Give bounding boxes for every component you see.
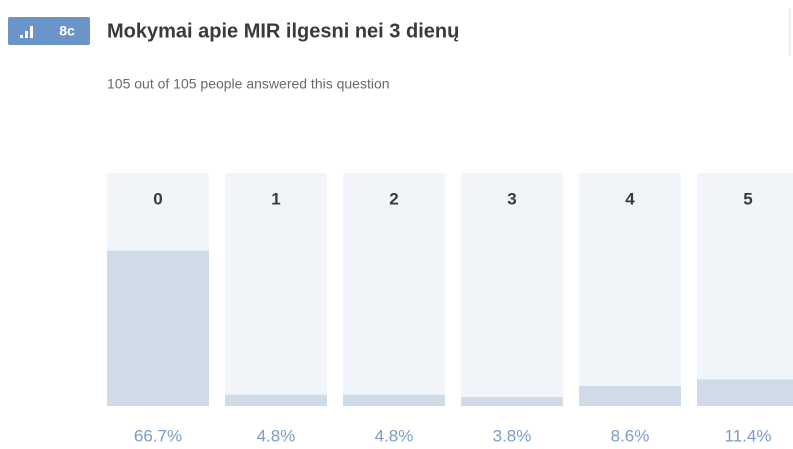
question-title: Mokymai apie MIR ilgesni nei 3 dienų [107,20,459,42]
bar-background [697,173,793,406]
bar [343,394,445,406]
category-label: 0 [153,189,162,208]
bar [697,379,793,406]
answer-count: 105 out of 105 people answered this ques… [107,76,390,92]
value-label: 4.8% [375,426,414,444]
bar [579,385,681,406]
bar-background [225,173,327,406]
bar [225,394,327,406]
bar [107,250,209,406]
category-label: 4 [625,189,635,208]
category-label: 5 [743,189,752,208]
badge-icon [25,31,28,38]
value-label: 3.8% [493,426,532,444]
badge-icon [20,35,23,38]
badge-icon [30,26,33,38]
value-label: 8.6% [611,426,650,444]
bar-background [343,173,445,406]
category-label: 1 [271,189,280,208]
category-label: 2 [389,189,398,208]
badge-number: 8c [59,23,75,39]
bar-background [461,173,563,406]
value-label: 66.7% [134,426,182,444]
question-badge [8,17,90,45]
category-label: 3 [507,189,516,208]
value-label: 11.4% [725,426,772,444]
value-label: 4.8% [257,426,296,444]
bar-background [579,173,681,406]
bar [461,397,563,406]
